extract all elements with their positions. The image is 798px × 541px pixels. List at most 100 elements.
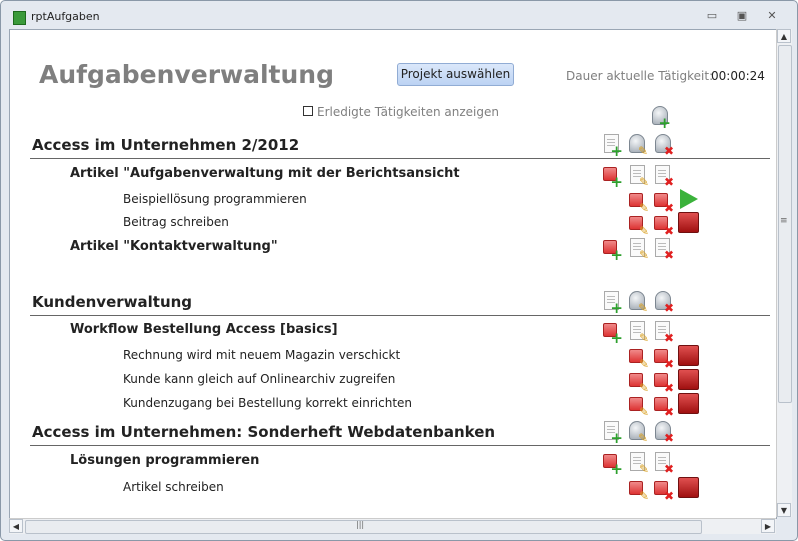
edit-project-button[interactable]: ✎ [627,134,648,157]
show-done-checkbox[interactable] [303,106,313,116]
delete-icon: ✖ [663,175,674,189]
pencil-icon: ✎ [637,301,648,315]
delete-project-button[interactable]: ✖ [653,421,674,444]
task-icon [654,216,668,230]
window-title: rptAufgaben [31,10,100,23]
edit-task-button[interactable]: ✎ [628,191,649,214]
delete-icon: ✖ [663,381,674,395]
add-article-button[interactable]: + [602,291,623,317]
stop-icon [678,393,699,414]
delete-icon: ✖ [663,331,674,345]
pencil-icon: ✎ [638,248,649,262]
task-title: Artikel schreiben [123,480,224,494]
add-project-button[interactable]: + [650,106,671,131]
article-title: Artikel "Kontaktverwaltung" [70,239,278,254]
project-title: Access im Unternehmen 2/2012 [32,136,300,154]
task-icon [654,373,668,387]
edit-task-button[interactable]: ✎ [628,395,649,418]
horizontal-scrollbar[interactable]: ◀ ||| ▶ [9,518,776,534]
delete-article-button[interactable]: ✖ [653,321,674,345]
edit-task-button[interactable]: ✎ [628,371,649,394]
document-icon [655,321,670,340]
page-title: Aufgabenverwaltung [39,60,334,89]
plus-icon: + [610,460,623,478]
task-icon [654,193,668,207]
project-icon [629,291,645,310]
pencil-icon: ✎ [638,175,649,189]
add-task-button[interactable]: + [602,452,623,478]
delete-task-button[interactable]: ✖ [653,395,674,418]
edit-task-button[interactable]: ✎ [628,347,649,370]
restore-button[interactable]: ▣ [736,9,748,22]
task-icon [629,397,643,411]
delete-icon: ✖ [663,357,674,371]
add-task-button[interactable]: + [602,321,623,347]
add-article-button[interactable]: + [602,421,623,447]
delete-task-button[interactable]: ✖ [653,214,674,238]
title-bar: rptAufgaben ▭ ▣ ✕ [1,1,797,29]
task-icon [654,397,668,411]
close-button[interactable]: ✕ [767,9,777,22]
delete-task-button[interactable]: ✖ [653,371,674,395]
document-icon [630,452,645,471]
select-project-button[interactable]: Projekt auswählen [397,63,514,86]
plus-icon: + [610,329,623,347]
delete-article-button[interactable]: ✖ [653,452,674,475]
delete-project-button[interactable]: ✖ [653,134,674,157]
edit-project-button[interactable]: ✎ [627,421,648,444]
scroll-up-button[interactable]: ▲ [777,29,791,43]
add-article-button[interactable]: + [602,134,623,160]
delete-task-button[interactable]: ✖ [653,479,674,502]
task-icon [629,216,643,230]
stop-timer-button[interactable] [678,393,699,414]
vertical-scroll-thumb[interactable]: ≡ [778,45,792,403]
stop-timer-button[interactable] [678,477,699,498]
plus-icon: + [610,429,623,447]
scroll-right-button[interactable]: ▶ [761,519,775,533]
edit-article-button[interactable]: ✎ [628,238,649,262]
edit-project-button[interactable]: ✎ [627,291,648,315]
plus-icon: + [610,299,623,317]
scroll-down-button[interactable]: ▼ [777,503,791,517]
duration-label: Dauer aktuelle Tätigkeit: [566,69,714,83]
plus-icon: + [610,142,623,160]
delete-icon: ✖ [663,224,674,238]
document-icon [630,321,645,340]
project-divider [30,315,770,316]
delete-task-button[interactable]: ✖ [653,347,674,371]
start-timer-button[interactable] [678,189,698,209]
stop-timer-button[interactable] [678,212,699,233]
pencil-icon: ✎ [638,489,649,503]
project-icon [655,421,671,440]
stop-timer-button[interactable] [678,345,699,366]
add-task-button[interactable]: + [602,238,623,263]
project-icon [652,106,668,125]
vertical-scrollbar[interactable]: ▲ ≡ ▼ [776,29,792,517]
task-icon [654,481,668,495]
article-title: Artikel "Aufgabenverwaltung mit der Beri… [70,166,460,181]
scroll-left-button[interactable]: ◀ [9,519,23,533]
report-body: Aufgabenverwaltung Projekt auswählen Dau… [9,29,777,519]
edit-article-button[interactable]: ✎ [628,452,649,475]
report-icon [13,11,26,25]
article-title: Workflow Bestellung Access [basics] [70,322,338,337]
show-done-toggle[interactable]: Erledigte Tätigkeiten anzeigen [303,105,499,119]
add-task-button[interactable]: + [602,165,623,190]
duration-value: 00:00:24 [711,69,765,83]
delete-article-button[interactable]: ✖ [653,165,674,189]
document-icon [655,165,670,184]
edit-article-button[interactable]: ✎ [628,165,649,189]
stop-timer-button[interactable] [678,369,699,390]
delete-article-button[interactable]: ✖ [653,238,674,261]
edit-task-button[interactable]: ✎ [628,214,649,237]
edit-article-button[interactable]: ✎ [628,321,649,344]
edit-task-button[interactable]: ✎ [628,479,649,503]
task-title: Beispiellösung programmieren [123,192,307,206]
task-icon [629,193,643,207]
horizontal-scroll-thumb[interactable]: ||| [25,520,702,534]
document-icon [604,291,619,310]
delete-task-button[interactable]: ✖ [653,191,674,214]
minimize-button[interactable]: ▭ [706,9,718,22]
delete-project-button[interactable]: ✖ [653,291,674,314]
